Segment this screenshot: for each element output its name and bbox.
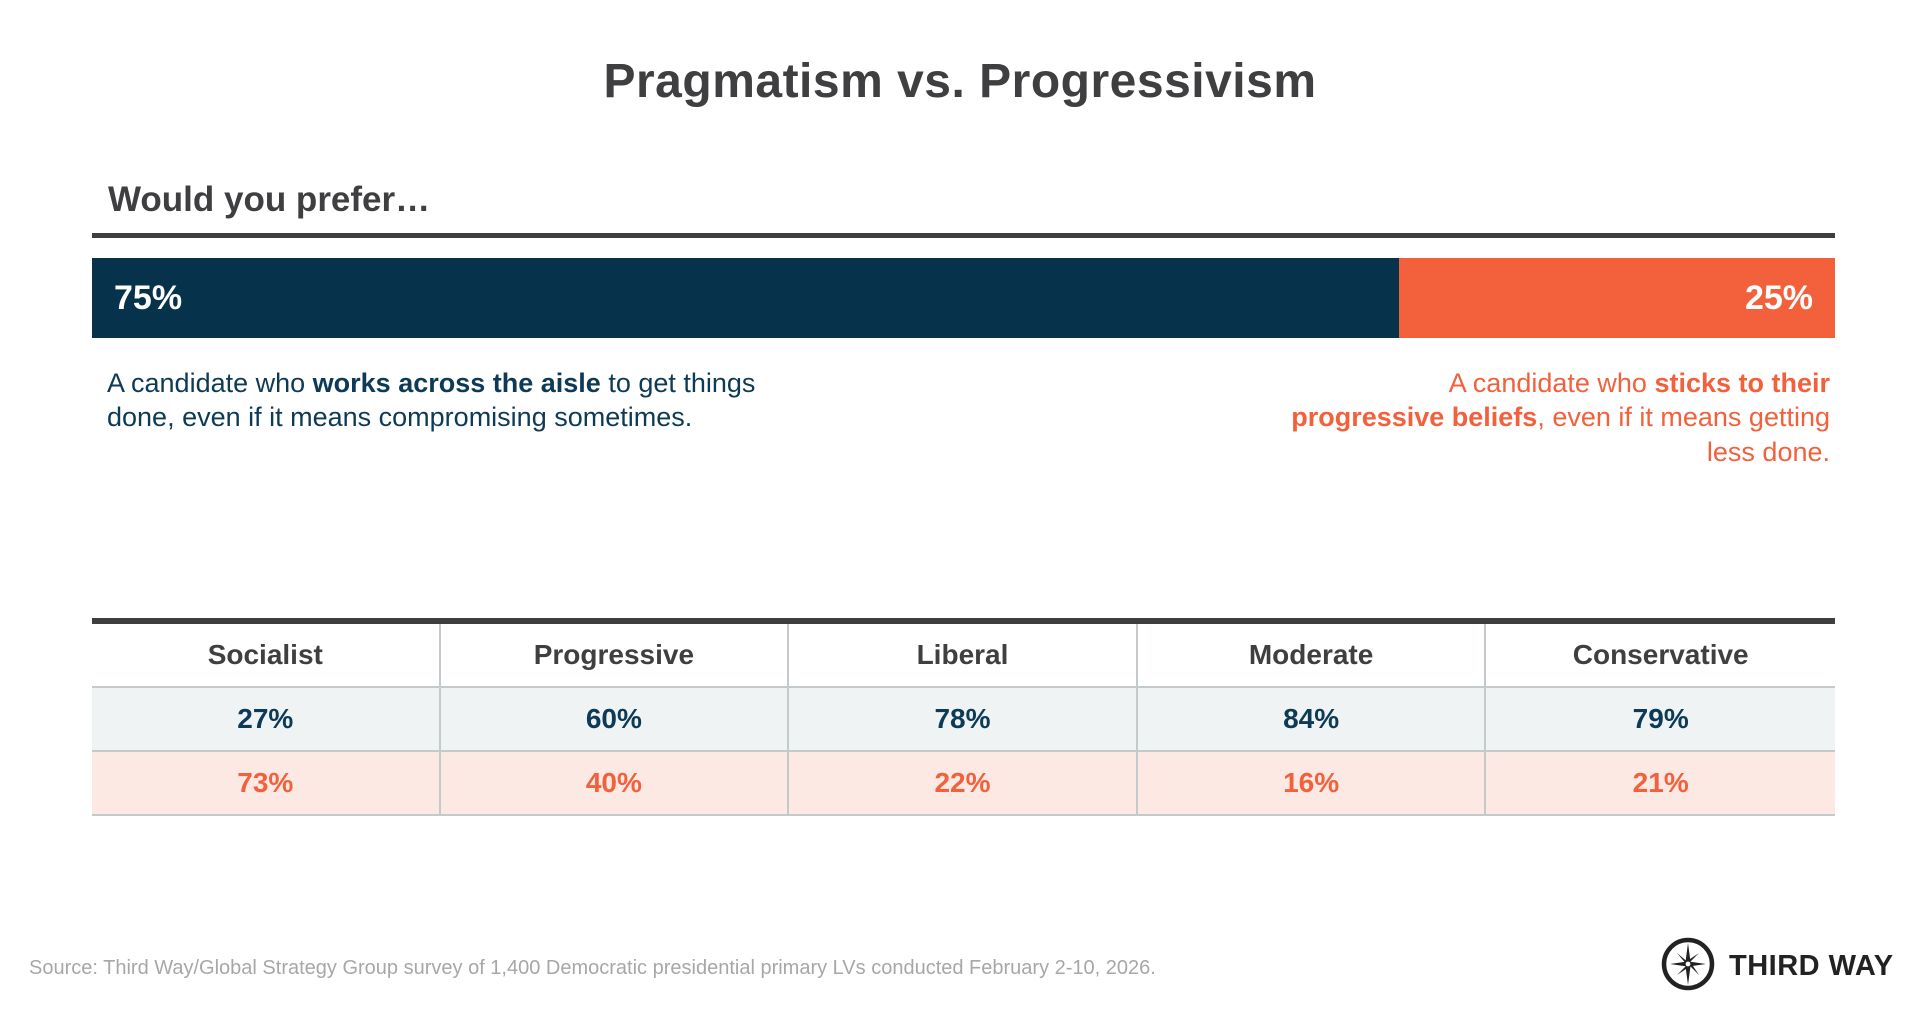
table-header-socialist: Socialist <box>92 624 441 686</box>
table-row-pragmatism: 27% 60% 78% 84% 79% <box>92 688 1835 752</box>
table-cell: 27% <box>92 688 441 750</box>
divider-rule <box>92 233 1835 238</box>
bar-label-right: 25% <box>1744 278 1813 317</box>
table-cell: 84% <box>1138 688 1487 750</box>
ideology-table: Socialist Progressive Liberal Moderate C… <box>92 618 1835 816</box>
bar-segment-progressivism: 25% <box>1399 258 1835 338</box>
page-title: Pragmatism vs. Progressivism <box>603 55 1317 108</box>
caption-left-bold: works across the aisle <box>312 368 601 398</box>
table-cell: 21% <box>1632 767 1689 798</box>
table-cell: 60% <box>441 688 790 750</box>
table-cell: 78% <box>789 688 1138 750</box>
logo-wordmark: THIRD WAY <box>1729 950 1894 982</box>
table-header-conservative: Conservative <box>1572 639 1749 670</box>
compass-icon <box>1660 936 1716 997</box>
caption-left-post: to get things done, even if it means com… <box>107 368 756 433</box>
table-header-row: Socialist Progressive Liberal Moderate C… <box>92 624 1835 688</box>
caption-progressivism: A candidate who sticks to their progress… <box>1290 366 1830 469</box>
table-cell: 22% <box>789 752 1138 814</box>
table-cell: 73% <box>92 752 441 814</box>
source-note: Source: Third Way/Global Strategy Group … <box>29 957 1156 979</box>
table-cell: 16% <box>1138 752 1487 814</box>
third-way-logo: THIRD WAY <box>1660 936 1894 997</box>
bar-label-left: 75% <box>114 278 183 317</box>
caption-right-pre: A candidate who <box>1448 368 1655 398</box>
table-header-moderate: Moderate <box>1138 624 1487 686</box>
table-row-progressivism: 73% 40% 22% 16% 21% <box>92 752 1835 816</box>
caption-right-post: , even if it means getting less done. <box>1537 402 1830 467</box>
question-heading: Would you prefer… <box>108 180 431 219</box>
bar-segment-pragmatism: 75% <box>92 258 1400 338</box>
stacked-bar: 75% 25% <box>92 258 1835 338</box>
table-header-liberal: Liberal <box>789 624 1138 686</box>
table-cell: 79% <box>1632 703 1689 734</box>
table-header-progressive: Progressive <box>441 624 790 686</box>
caption-pragmatism: A candidate who works across the aisle t… <box>107 366 767 435</box>
table-cell: 40% <box>441 752 790 814</box>
caption-left-pre: A candidate who <box>107 368 313 398</box>
caption-right-bold: sticks to their progressive beliefs <box>1291 368 1830 433</box>
